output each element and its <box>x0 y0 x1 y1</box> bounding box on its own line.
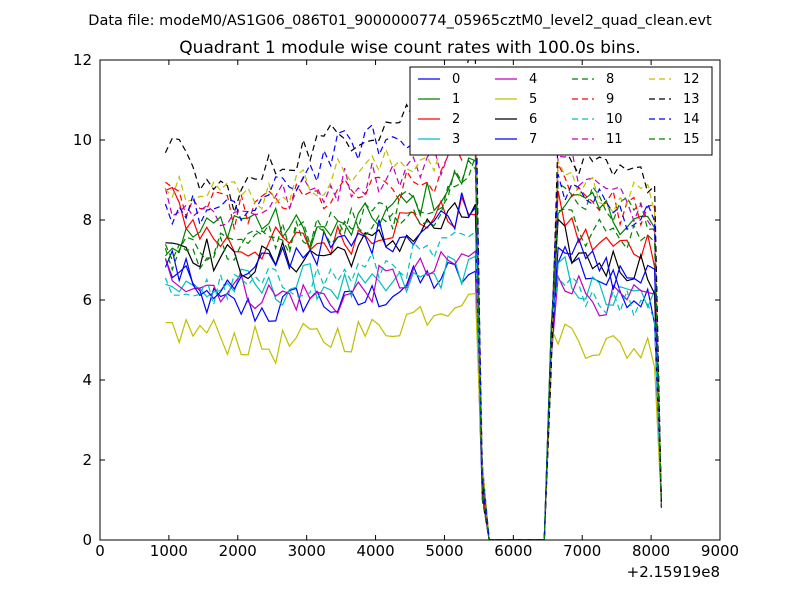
plot-area <box>164 60 662 540</box>
series-line-12 <box>164 104 662 540</box>
y-tick-label: 4 <box>82 371 92 389</box>
series-line-2 <box>165 186 662 540</box>
legend-label-6: 6 <box>529 112 537 127</box>
x-tick-label: 8000 <box>632 542 670 560</box>
x-tick-label: 2000 <box>219 542 257 560</box>
series-line-4 <box>164 250 662 540</box>
legend-label-0: 0 <box>452 72 460 87</box>
legend-label-13: 13 <box>683 92 700 107</box>
legend-label-9: 9 <box>606 92 614 107</box>
series-line-0 <box>164 245 662 540</box>
series-line-6 <box>165 201 662 540</box>
legend-label-8: 8 <box>606 72 614 87</box>
series-line-14 <box>164 99 662 540</box>
series-line-15 <box>164 155 662 540</box>
y-tick-label: 6 <box>82 291 92 309</box>
y-tick-label: 0 <box>82 531 92 549</box>
y-tick-label: 12 <box>73 51 92 69</box>
series-line-5 <box>165 292 662 540</box>
legend-label-7: 7 <box>529 132 537 147</box>
legend-label-2: 2 <box>452 112 460 127</box>
x-tick-label: 6000 <box>494 542 532 560</box>
legend-label-11: 11 <box>606 132 623 147</box>
x-tick-label: 1000 <box>150 542 188 560</box>
x-tick-label: 4000 <box>356 542 394 560</box>
x-tick-label: 5000 <box>425 542 463 560</box>
y-tick-label: 10 <box>73 131 92 149</box>
series-group <box>164 60 662 540</box>
axes: 0 1000 2000 3000 4000 5000 6000 7000 8000 9000 0 2 4… <box>73 51 739 560</box>
x-offset-label: +2.15919e8 <box>627 563 720 581</box>
legend-label-5: 5 <box>529 92 537 107</box>
legend-label-12: 12 <box>683 72 700 87</box>
legend-label-1: 1 <box>452 92 460 107</box>
legend-label-10: 10 <box>606 112 623 127</box>
y-tick-label: 2 <box>82 451 92 469</box>
x-tick-label: 7000 <box>563 542 601 560</box>
legend-label-4: 4 <box>529 72 537 87</box>
legend-box <box>409 66 713 156</box>
chart-title: Quadrant 1 module wise count rates with … <box>179 38 640 58</box>
y-tick-label: 8 <box>82 211 92 229</box>
series-line-3 <box>165 255 662 540</box>
legend-label-3: 3 <box>452 132 460 147</box>
x-tick-label: 3000 <box>288 542 326 560</box>
legend-label-14: 14 <box>683 112 700 127</box>
figure-suptitle: Data file: modeM0/AS1G06_086T01_90000007… <box>88 13 712 29</box>
x-tick-label: 9000 <box>701 542 739 560</box>
legend-label-15: 15 <box>683 132 700 147</box>
series-line-8 <box>164 159 662 540</box>
x-tick-label: 0 <box>95 542 105 560</box>
